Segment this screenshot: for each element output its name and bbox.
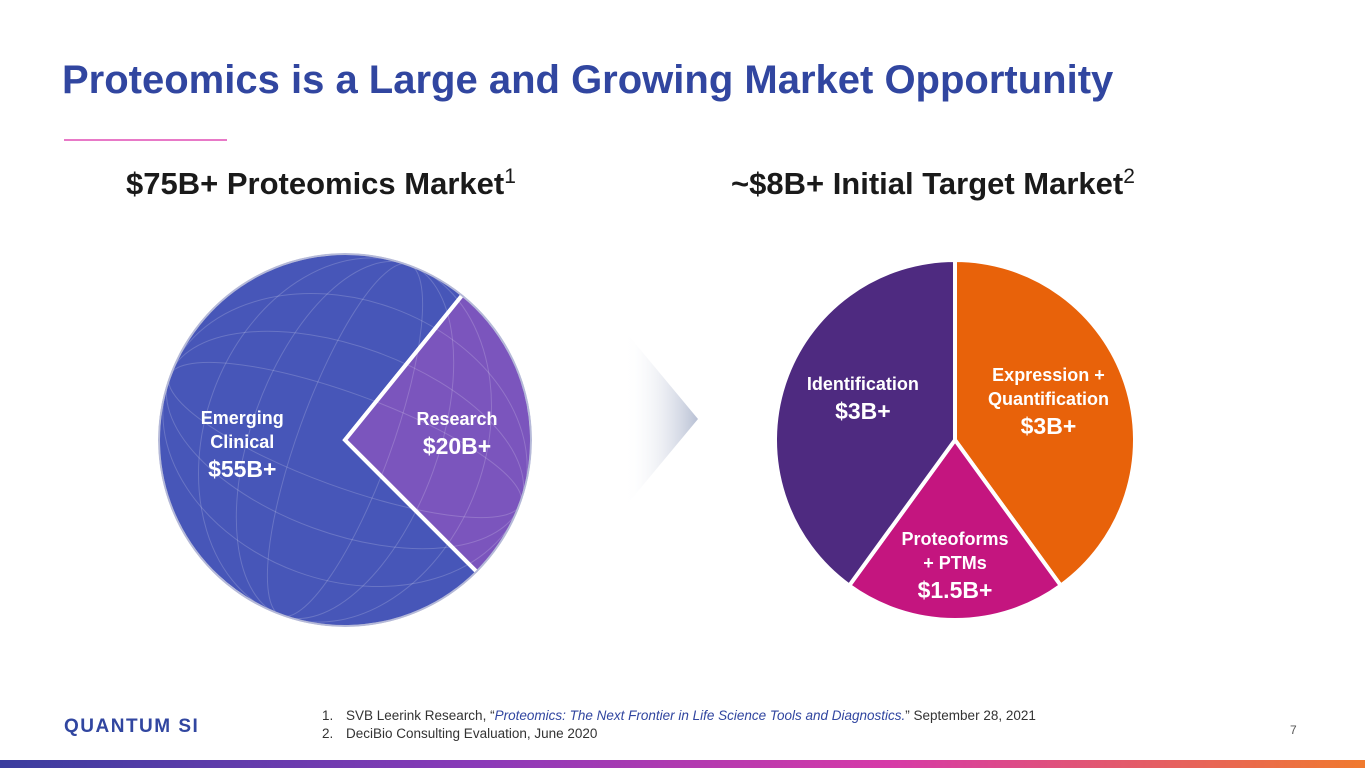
quantum-si-logo: QUANTUM SI	[64, 716, 200, 737]
slice-value-label: $3B+	[1020, 413, 1077, 440]
slice-value-label: $20B+	[422, 433, 492, 460]
pie-slice-research	[342, 291, 534, 576]
proteomics-market-pie-chart	[156, 251, 534, 629]
chart-heading-proteomics-market: $75B+ Proteomics Market1	[126, 165, 516, 201]
footnote-2: 2. DeciBio Consulting Evaluation, June 20…	[322, 726, 598, 741]
page-number: 7	[1290, 723, 1297, 737]
slice-label-emerging-clinical: Emerging Clinical $55B+	[187, 406, 297, 484]
initial-target-market-pie-chart	[773, 257, 1137, 622]
footnote-ref-2: 2	[1123, 165, 1135, 188]
slice-value-label: $1.5B+	[917, 577, 993, 603]
slice-label-research: Research $20B+	[402, 407, 512, 461]
title-underline	[64, 139, 227, 141]
footnote-ref-1: 1	[504, 165, 516, 188]
slice-value-label: $55B+	[208, 456, 277, 483]
footnotes: 1. SVB Leerink Research, “Proteomics: The…	[322, 707, 1036, 743]
slice-category-label: Proteoforms + PTMs	[901, 529, 1009, 573]
bottom-gradient-bar	[0, 760, 1365, 768]
slice-category-label: Research	[416, 409, 498, 430]
slice-label-proteoforms-ptms: Proteoforms + PTMs $1.5B+	[895, 527, 1015, 605]
page-title: Proteomics is a Large and Growing Market…	[62, 58, 1114, 102]
slice-category-label: Expression + Quantification	[987, 365, 1109, 410]
chevron-right-arrow-icon	[624, 330, 698, 508]
pie-slice-expression-quantification	[953, 257, 1137, 589]
slice-label-expression-quantification: Expression + Quantification $3B+	[973, 363, 1123, 441]
chart-heading-initial-target-market: ~$8B+ Initial Target Market2	[731, 165, 1135, 201]
slice-category-label: Emerging Clinical	[200, 408, 284, 453]
slice-label-identification: Identification $3B+	[793, 372, 933, 426]
pie-slice-proteoforms-ptms	[846, 436, 1064, 622]
slice-category-label: Identification	[806, 374, 919, 394]
slice-value-label: $3B+	[835, 398, 891, 424]
pie-slice-identification	[773, 257, 957, 589]
footnote-1: 1. SVB Leerink Research, “Proteomics: The…	[322, 708, 1036, 723]
pie-slice-emerging-clinical	[156, 251, 481, 629]
